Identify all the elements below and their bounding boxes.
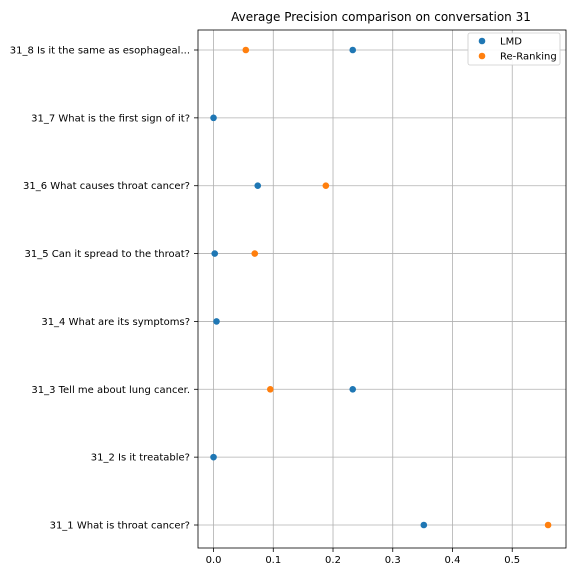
category-label: 31_5 Can it spread to the throat? [25,249,190,260]
x-tick-label: 0.2 [325,555,341,566]
data-point-lmd [213,318,220,325]
legend-label: Re-Ranking [500,52,557,63]
plot-frame [197,29,567,549]
category-label: 31_4 What are its symptoms? [41,317,190,328]
category-label: 31_1 What is throat cancer? [50,521,190,532]
category-label: 31_7 What is the first sign of it? [31,113,190,124]
category-label: 31_3 Tell me about lung cancer. [31,385,190,396]
x-tick-label: 0.4 [445,555,461,566]
y-tick-labels: 31_1 What is throat cancer? 31_2 Is it tr… [10,46,198,532]
data-point-re-ranking [242,46,250,54]
data-point-lmd [211,250,219,257]
data-point-re-ranking [251,250,259,257]
legend-label: LMD [500,37,522,48]
chart-title: Average Precision comparison on conversa… [231,10,531,24]
legend-marker [478,37,486,45]
legend-box [467,32,561,66]
legend-marker [478,52,486,60]
category-label: 31_2 Is it treatable? [91,453,190,464]
x-tick-label: 0.1 [265,555,281,566]
data-point-lmd [420,521,428,529]
x-tick-label: 0.5 [504,555,520,566]
data-points [210,46,552,529]
data-point-lmd [349,385,357,393]
category-label: 31_6 What causes throat cancer? [23,181,190,192]
data-point-lmd [254,182,262,190]
data-point-lmd [210,453,217,461]
x-tick-label: 0.3 [385,555,401,566]
data-point-re-ranking [544,521,552,529]
category-label: 31_8 Is it the same as esophageal... [10,46,190,57]
data-point-re-ranking [322,182,330,190]
data-point-lmd [349,46,357,54]
x-tick-label: 0.0 [206,555,222,566]
legend: LMD Re-Ranking [467,32,561,66]
x-tick-labels: 0.0 0.1 0.2 0.3 0.4 0.5 [206,548,520,566]
data-point-lmd [210,114,217,122]
data-point-re-ranking [266,385,274,393]
